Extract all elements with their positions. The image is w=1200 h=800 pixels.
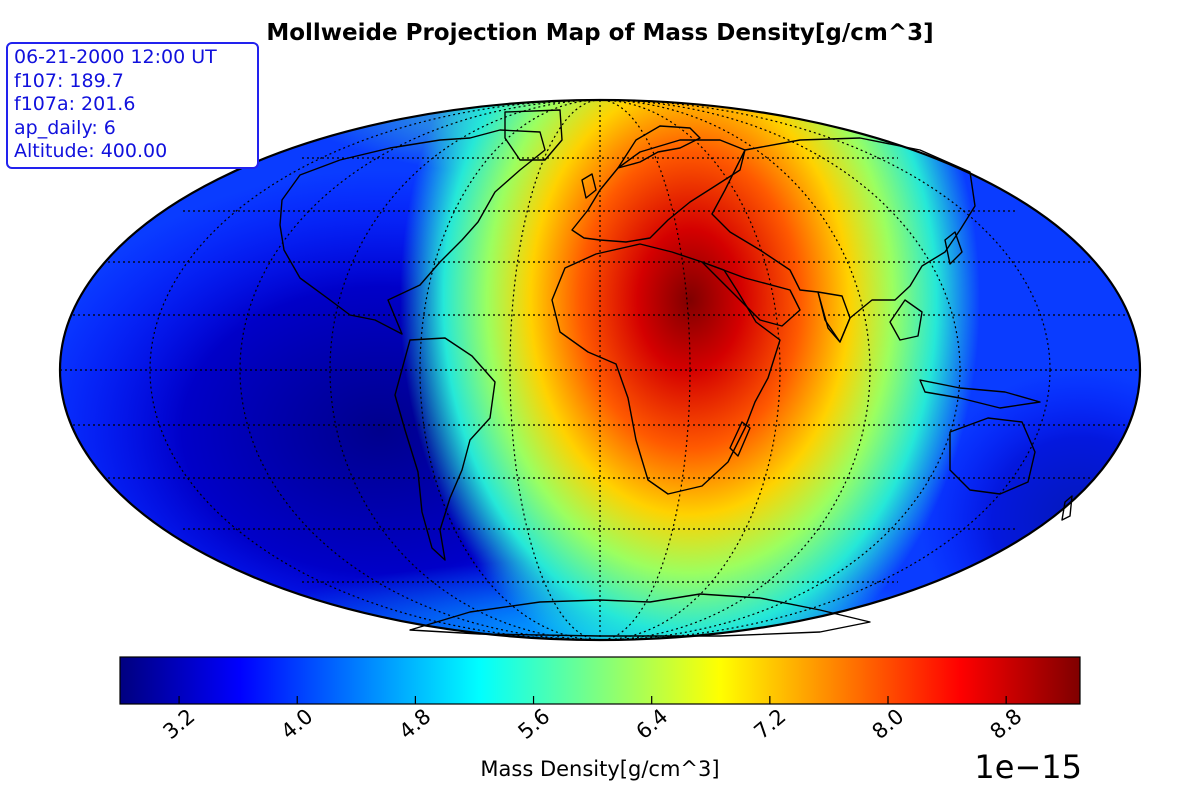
coast-greenland [504, 109, 563, 161]
coast-arabia [701, 261, 801, 327]
coast-scandinavia [617, 125, 701, 169]
info-f107a: f107a: 201.6 [14, 93, 136, 115]
info-ap-daily: ap_daily: 6 [14, 116, 116, 139]
info-f107: f107: 189.7 [14, 69, 124, 92]
coast-japan [944, 231, 963, 265]
coast-antarctica [409, 593, 871, 637]
coast-britain [581, 173, 597, 199]
map-boundary [58, 98, 1142, 642]
map-title: Mollweide Projection Map of Mass Density… [266, 20, 934, 46]
coast-india [817, 291, 851, 343]
coast-seasia [889, 299, 923, 341]
coast-europe [571, 139, 746, 243]
coast-africa [551, 243, 781, 495]
coast-indonesia [919, 379, 1041, 409]
colorbar-ticks [178, 696, 1007, 704]
coast-madagascar [729, 421, 751, 457]
coast-south-america [394, 337, 496, 561]
colorbar-label: Mass Density[g/cm^3] [480, 757, 720, 781]
run-info-box: 06-21-2000 12:00 UT f107: 189.7 f107a: 2… [6, 42, 259, 169]
coastlines [279, 109, 1073, 637]
coast-australia [949, 417, 1036, 495]
colorbar-scale-exponent: 1e−15 [974, 748, 1082, 786]
info-date: 06-21-2000 12:00 UT [14, 46, 217, 68]
coast-newzealand [1061, 495, 1073, 521]
colorbar [119, 656, 1081, 705]
info-altitude: Altitude: 400.00 [14, 140, 168, 162]
coast-north-america [279, 129, 546, 335]
